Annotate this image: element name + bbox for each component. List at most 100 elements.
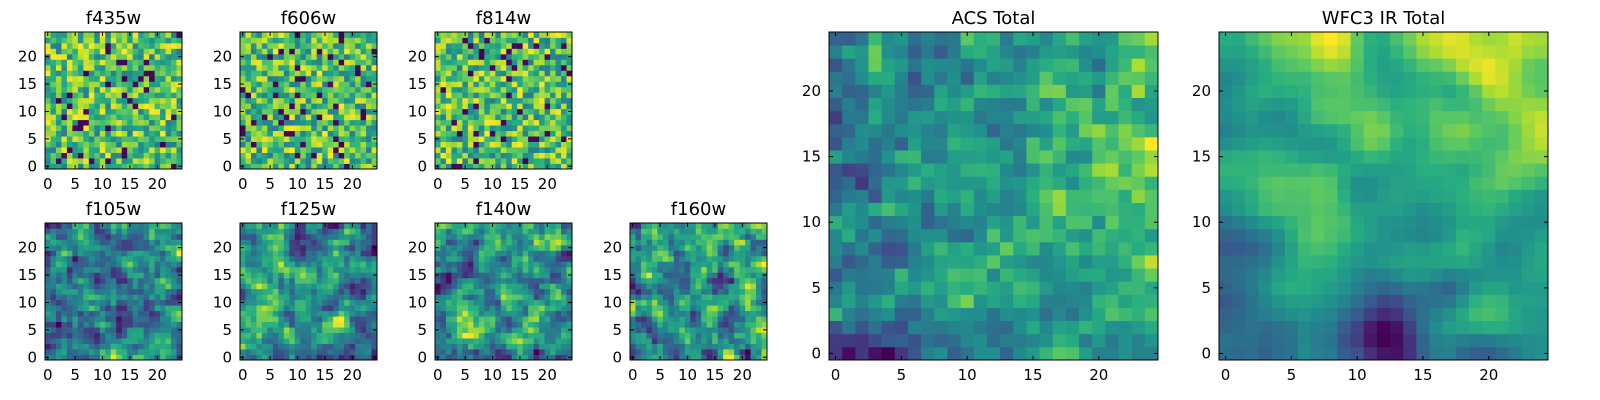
heatmap-cell: [94, 125, 101, 132]
heatmap-cell: [355, 114, 361, 121]
heatmap-cell: [495, 158, 502, 164]
heatmap-cell: [842, 346, 856, 361]
heatmap-cell: [506, 261, 513, 268]
heatmap-cell: [45, 233, 51, 240]
heatmap-cell: [489, 64, 496, 71]
heatmap-cell: [99, 250, 106, 257]
heatmap-cell: [451, 75, 458, 82]
heatmap-cell: [77, 59, 84, 66]
heatmap-cell: [138, 233, 145, 240]
heatmap-cell: [322, 255, 329, 262]
heatmap-cell: [154, 332, 161, 339]
heatmap-cell: [539, 305, 545, 312]
heatmap-cell: [706, 294, 713, 301]
heatmap-cell: [360, 163, 367, 170]
heatmap-cell: [495, 163, 502, 170]
heatmap-cell: [245, 233, 252, 240]
heatmap-cell: [539, 343, 545, 350]
heatmap-cell: [360, 48, 367, 55]
heatmap-cell: [355, 141, 361, 148]
heatmap-cell: [138, 223, 145, 229]
heatmap-cell: [484, 305, 491, 312]
heatmap-cell: [55, 250, 62, 257]
heatmap-cell: [921, 202, 935, 217]
heatmap-cell: [294, 338, 301, 344]
heatmap-cell: [646, 316, 653, 323]
heatmap-cell: [550, 147, 556, 153]
heatmap-cell: [635, 239, 642, 246]
heatmap-cell: [143, 163, 150, 170]
heatmap-cell: [451, 283, 458, 290]
heatmap-cell: [366, 299, 372, 306]
heatmap-cell: [517, 233, 524, 240]
heatmap-cell: [712, 327, 719, 333]
heatmap-cell: [121, 244, 128, 251]
heatmap-cell: [55, 136, 62, 142]
heatmap-cell: [256, 354, 263, 361]
heatmap-cell: [99, 277, 106, 284]
heatmap-cell: [371, 75, 378, 82]
heatmap-cell: [94, 119, 101, 126]
heatmap-cell: [881, 268, 896, 282]
heatmap-cell: [739, 228, 746, 235]
heatmap-cell: [360, 277, 367, 284]
heatmap-cell: [240, 239, 246, 246]
heatmap-cell: [55, 294, 62, 301]
heatmap-cell: [72, 266, 79, 273]
heatmap-cell: [154, 321, 161, 328]
heatmap-cell: [544, 277, 551, 284]
heatmap-cell: [440, 48, 447, 55]
heatmap-cell: [338, 310, 345, 317]
heatmap-cell: [467, 86, 474, 93]
heatmap-cell: [456, 338, 463, 344]
heatmap-cell: [440, 119, 447, 126]
heatmap-cell: [77, 81, 84, 88]
heatmap-cell: [371, 141, 378, 148]
heatmap-cell: [149, 294, 155, 301]
heatmap-cell: [489, 125, 496, 132]
heatmap-cell: [630, 310, 636, 317]
heatmap-cell: [171, 141, 177, 148]
heatmap-cell: [311, 103, 318, 110]
heatmap-cell: [77, 92, 84, 99]
heatmap-cell: [550, 288, 556, 295]
heatmap-cell: [240, 92, 246, 99]
heatmap-cell: [500, 141, 507, 148]
heatmap-cell: [451, 136, 458, 142]
heatmap-cell: [45, 92, 51, 99]
heatmap-cell: [50, 97, 57, 104]
heatmap-cell: [511, 75, 518, 82]
heatmap-cell: [473, 266, 480, 273]
heatmap-cell: [278, 294, 285, 301]
heatmap-cell: [171, 75, 177, 82]
heatmap-cell: [338, 59, 345, 66]
heatmap-cell: [728, 332, 735, 339]
heatmap-cell: [176, 294, 183, 301]
heatmap-cell: [110, 261, 117, 268]
heatmap-cell: [300, 108, 307, 115]
heatmap-cell: [467, 310, 474, 317]
heatmap-cell: [555, 48, 562, 55]
heatmap-cell: [1092, 228, 1106, 243]
heatmap-cell: [371, 332, 378, 339]
heatmap-cell: [256, 283, 263, 290]
heatmap-cell: [94, 354, 101, 361]
heatmap-cell: [539, 223, 545, 229]
heatmap-cell: [451, 86, 458, 93]
heatmap-cell: [327, 108, 334, 115]
heatmap-cell: [127, 305, 134, 312]
heatmap-cell: [256, 327, 263, 333]
heatmap-cell: [539, 32, 545, 38]
heatmap-cell: [630, 332, 636, 339]
heatmap-cell: [1118, 281, 1133, 295]
heatmap-cell: [745, 338, 751, 344]
heatmap-cell: [467, 64, 474, 71]
heatmap-cell: [473, 48, 480, 55]
heatmap-cell: [489, 97, 496, 104]
heatmap-cell: [344, 147, 350, 153]
heatmap-cell: [440, 266, 447, 273]
heatmap-cell: [154, 86, 161, 93]
heatmap-cell: [267, 48, 274, 55]
heatmap-cell: [635, 223, 642, 229]
